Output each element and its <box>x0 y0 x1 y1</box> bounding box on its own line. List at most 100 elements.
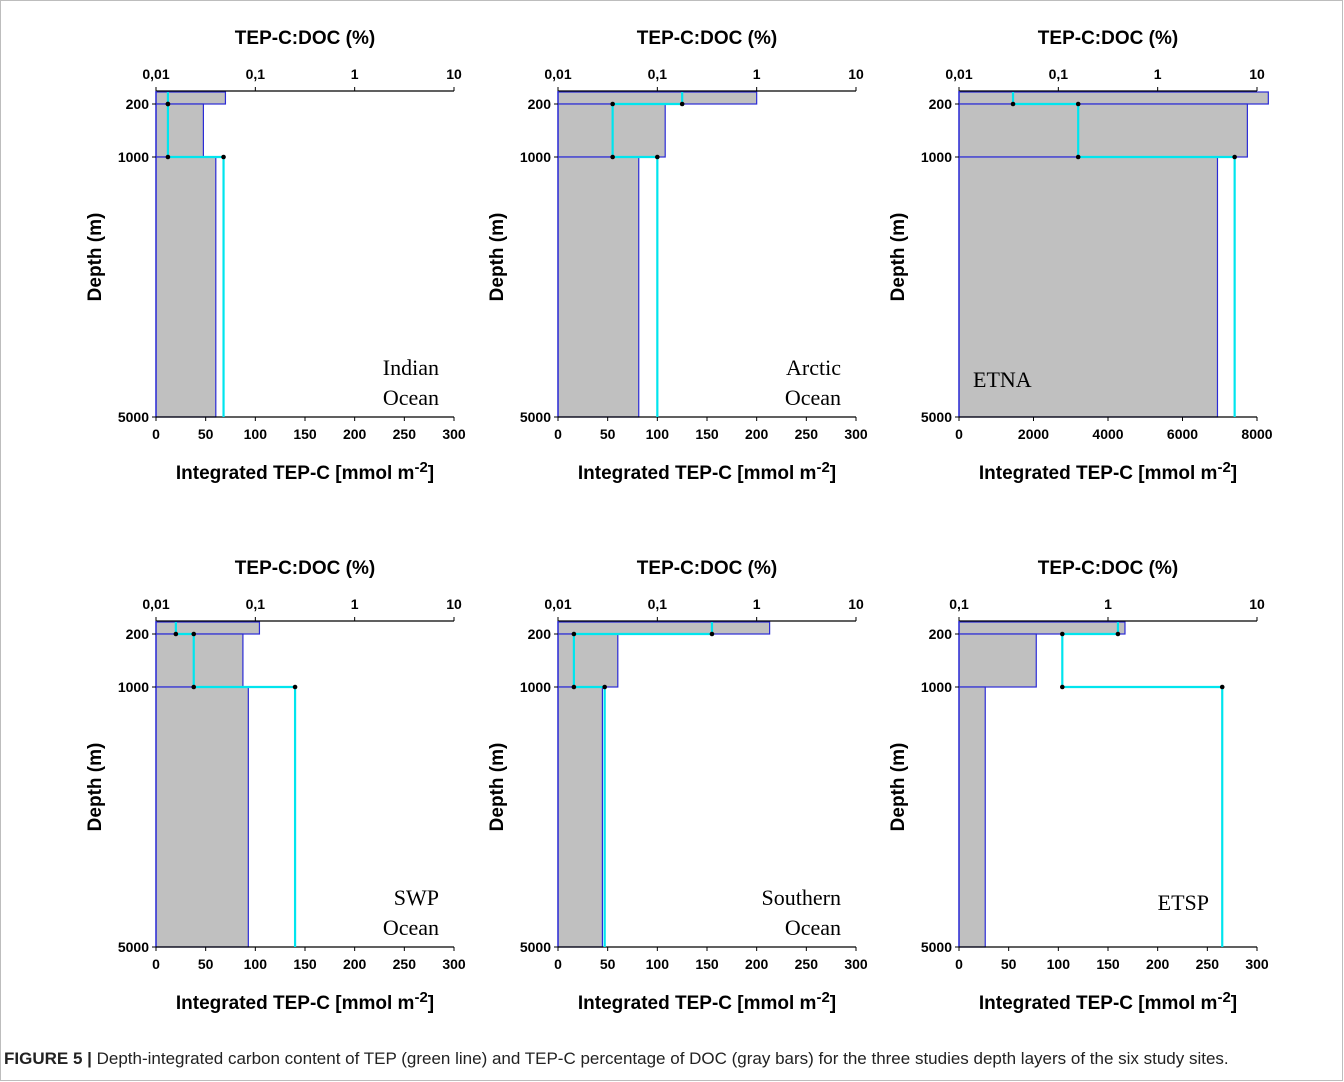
p6-top-tick-label-2: 1 <box>1104 596 1112 612</box>
p5-bar-3 <box>557 686 604 948</box>
p2-site-label-line-2: Ocean <box>785 385 841 410</box>
p2-bar-3 <box>557 156 640 418</box>
p5-x-tick-label-7: 300 <box>844 956 868 972</box>
p4-site-label-line-2: Ocean <box>383 915 439 940</box>
p4-marker-1 <box>173 631 179 637</box>
p2-bar-1 <box>557 91 758 105</box>
p3-bar-1 <box>958 91 1269 105</box>
p2-top-axis-title: TEP-C:DOC (%) <box>637 28 777 49</box>
p1-x-tick-label-7: 300 <box>442 426 466 442</box>
p5-y-axis-title: Depth (m) <box>487 743 508 832</box>
p5-top-tick-label-1: 0,01 <box>544 596 571 612</box>
p5-top-axis-title: TEP-C:DOC (%) <box>637 558 777 579</box>
figure-caption: FIGURE 5 | Depth-integrated carbon conte… <box>4 1049 1340 1069</box>
p6-x-tick-label-2: 50 <box>1001 956 1017 972</box>
p1-top-tick-label-1: 0,01 <box>142 66 169 82</box>
p4-marker-2 <box>191 631 197 637</box>
p2-top-tick-label-1: 0,01 <box>544 66 571 82</box>
p3-x-axis-title: Integrated TEP-C [mmol m-2] <box>979 459 1237 484</box>
p1-x-tick-label-3: 100 <box>244 426 268 442</box>
p4-marker-3 <box>191 684 197 690</box>
p6-y-tick-label-1: 200 <box>929 626 953 642</box>
p5-site-label-line-1: Southern <box>762 885 841 910</box>
p4-x-tick-label-2: 50 <box>198 956 214 972</box>
p2-site-label-line-1: Arctic <box>786 355 841 380</box>
p1-bar-2 <box>155 103 204 158</box>
p2-y-tick-label-3: 5000 <box>520 409 551 425</box>
p3-bar-2 <box>958 103 1248 158</box>
p3-marker-1 <box>1010 101 1016 107</box>
p4-y-tick-label-3: 5000 <box>118 939 149 955</box>
p2-x-tick-label-4: 150 <box>695 426 719 442</box>
p2-x-tick-label-7: 300 <box>844 426 868 442</box>
p1-top-axis-title: TEP-C:DOC (%) <box>235 28 375 49</box>
p6-site-label: ETSP <box>1158 890 1209 915</box>
p4-x-tick-label-7: 300 <box>442 956 466 972</box>
p3-x-tick-label-3: 4000 <box>1092 426 1123 442</box>
p2-x-tick-label-3: 100 <box>646 426 670 442</box>
p5-marker-2 <box>571 631 577 637</box>
p4-x-tick-label-4: 150 <box>293 956 317 972</box>
p4-bar-1 <box>155 621 261 635</box>
p3-top-tick-label-1: 0,01 <box>945 66 972 82</box>
p1-marker-2 <box>165 101 171 107</box>
p6-y-tick-label-3: 5000 <box>921 939 952 955</box>
p6-marker-4 <box>1219 684 1225 690</box>
p4-top-tick-label-3: 1 <box>351 596 359 612</box>
p3-marker-4 <box>1232 154 1237 160</box>
p1-top-tick-label-4: 10 <box>446 66 462 82</box>
p5-top-tick-label-2: 0,1 <box>648 596 668 612</box>
p4-top-axis-title: TEP-C:DOC (%) <box>235 558 375 579</box>
p5-x-tick-label-3: 100 <box>646 956 670 972</box>
p5-x-tick-label-2: 50 <box>600 956 616 972</box>
p6-top-axis-title: TEP-C:DOC (%) <box>1038 558 1178 579</box>
p2-marker-3 <box>610 154 615 160</box>
p2-top-tick-label-2: 0,1 <box>648 66 668 82</box>
p3-marker-2 <box>1075 101 1081 107</box>
p2-y-axis-title: Depth (m) <box>487 213 508 302</box>
p5-bar-2 <box>557 633 619 688</box>
p3-y-axis-title: Depth (m) <box>888 213 909 302</box>
p2-marker-2 <box>610 101 615 107</box>
p6-x-tick-label-6: 250 <box>1196 956 1220 972</box>
p3-top-tick-label-4: 10 <box>1249 66 1265 82</box>
p1-x-tick-label-1: 0 <box>152 426 160 442</box>
p3-x-tick-label-2: 2000 <box>1018 426 1049 442</box>
p4-x-tick-label-6: 250 <box>393 956 417 972</box>
caption-text: Depth-integrated carbon content of TEP (… <box>91 1049 1229 1068</box>
p6-y-axis-title: Depth (m) <box>888 743 909 832</box>
p2-y-tick-label-2: 1000 <box>520 149 551 165</box>
p4-bar-2 <box>155 633 244 688</box>
p3-top-tick-label-2: 0,1 <box>1049 66 1069 82</box>
p1-x-axis-title: Integrated TEP-C [mmol m-2] <box>176 459 434 484</box>
p3-top-axis-title: TEP-C:DOC (%) <box>1038 28 1178 49</box>
p2-top-tick-label-3: 1 <box>753 66 761 82</box>
p1-top-tick-label-2: 0,1 <box>246 66 266 82</box>
p2-x-tick-label-1: 0 <box>554 426 562 442</box>
p1-y-axis-title: Depth (m) <box>85 213 106 302</box>
p2-x-tick-label-5: 200 <box>745 426 769 442</box>
p5-bar-1 <box>557 621 771 635</box>
p3-bar-3 <box>958 156 1219 418</box>
p5-marker-3 <box>571 684 577 690</box>
p1-y-tick-label-3: 5000 <box>118 409 149 425</box>
p2-marker-1 <box>679 101 685 107</box>
p6-top-tick-label-1: 0,1 <box>949 596 969 612</box>
p6-x-tick-label-7: 300 <box>1245 956 1269 972</box>
p1-y-tick-label-2: 1000 <box>118 149 149 165</box>
p3-y-tick-label-3: 5000 <box>921 409 952 425</box>
p6-bar-3 <box>958 686 986 948</box>
p2-y-tick-label-1: 200 <box>528 96 552 112</box>
p2-top-tick-label-4: 10 <box>848 66 864 82</box>
p6-y-tick-label-2: 1000 <box>921 679 952 695</box>
p2-x-axis-title: Integrated TEP-C [mmol m-2] <box>578 459 836 484</box>
p6-x-tick-label-5: 200 <box>1146 956 1170 972</box>
p4-top-tick-label-4: 10 <box>446 596 462 612</box>
p5-y-tick-label-2: 1000 <box>520 679 551 695</box>
p5-x-tick-label-1: 0 <box>554 956 562 972</box>
p6-marker-3 <box>1060 684 1065 690</box>
p4-x-tick-label-3: 100 <box>244 956 268 972</box>
p4-top-tick-label-1: 0,01 <box>142 596 169 612</box>
p5-x-tick-label-6: 250 <box>795 956 819 972</box>
p3-x-tick-label-1: 0 <box>955 426 963 442</box>
